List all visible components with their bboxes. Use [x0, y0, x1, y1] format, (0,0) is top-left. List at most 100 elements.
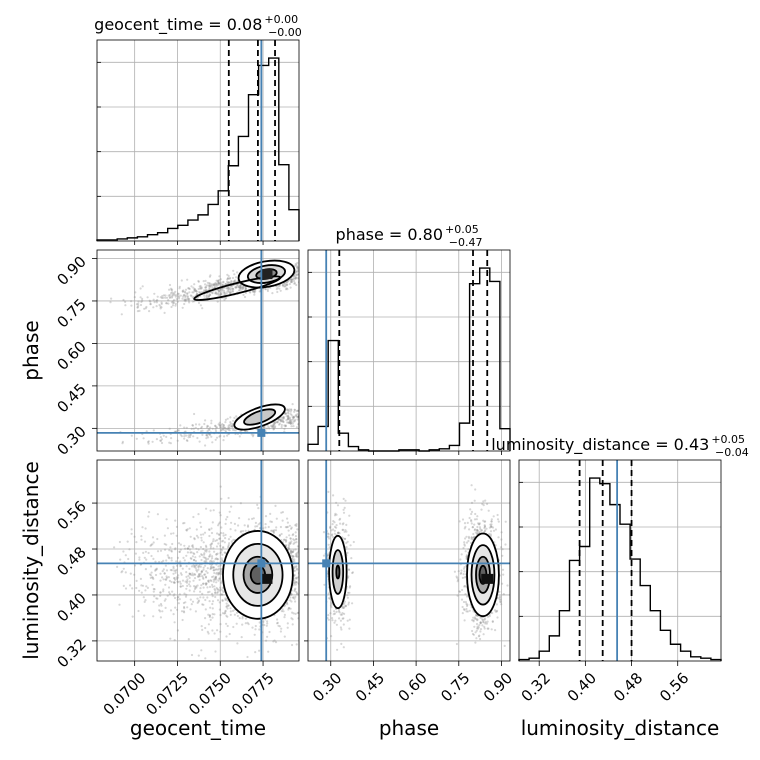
sample-point	[223, 427, 226, 430]
sample-point	[201, 603, 204, 606]
sample-point	[226, 290, 229, 293]
sample-point	[206, 434, 209, 437]
sample-point	[159, 439, 162, 442]
sample-point	[217, 565, 220, 568]
sample-point	[225, 622, 228, 625]
sample-point	[296, 413, 299, 416]
sample-point	[292, 596, 295, 599]
sample-point	[344, 499, 347, 502]
sample-point	[296, 593, 299, 596]
sample-point	[286, 408, 289, 411]
sample-point	[191, 424, 194, 427]
sample-point	[218, 424, 221, 427]
sample-point	[189, 548, 192, 551]
sample-point	[296, 270, 299, 273]
sample-point	[130, 434, 133, 437]
sample-point	[185, 426, 188, 429]
sample-point	[230, 424, 234, 427]
sample-point	[212, 578, 215, 581]
sample-point	[196, 601, 199, 605]
sample-point	[460, 569, 463, 572]
sample-point	[484, 520, 487, 523]
sample-point	[286, 521, 289, 524]
sample-point	[244, 287, 247, 290]
sample-point	[282, 420, 285, 423]
sample-point	[218, 537, 221, 540]
sample-point	[201, 433, 204, 436]
sample-point	[216, 293, 219, 296]
sample-point	[292, 416, 295, 419]
sample-point	[226, 277, 230, 280]
sample-point	[167, 556, 170, 559]
sample-point	[294, 414, 297, 417]
sample-point	[266, 288, 269, 291]
sample-point	[293, 277, 296, 280]
sample-point	[290, 551, 293, 554]
sample-point	[155, 567, 158, 570]
sample-point	[177, 294, 180, 297]
sample-point	[342, 606, 345, 610]
sample-point	[285, 536, 288, 539]
sample-point	[272, 531, 275, 534]
sample-point	[199, 596, 202, 599]
sample-point	[294, 600, 297, 603]
sample-point	[209, 567, 212, 571]
sample-point	[291, 278, 294, 281]
sample-point	[466, 521, 469, 525]
sample-point	[122, 567, 125, 570]
sample-point	[209, 618, 212, 622]
sample-point	[333, 529, 336, 532]
sample-point	[181, 618, 184, 622]
sample-point	[213, 632, 216, 635]
sample-point	[345, 530, 348, 533]
sample-point	[273, 423, 276, 426]
sample-point	[187, 299, 190, 302]
sample-point	[162, 294, 166, 297]
sample-point	[136, 310, 139, 313]
sample-point	[195, 534, 199, 537]
sample-point	[193, 577, 197, 580]
sample-point	[287, 421, 290, 425]
sample-point	[206, 591, 210, 594]
sample-point	[218, 289, 221, 293]
sample-point	[167, 586, 171, 589]
sample-point	[189, 598, 192, 601]
sample-point	[220, 526, 223, 529]
sample-point	[175, 576, 178, 579]
sample-point	[292, 538, 295, 541]
sample-point	[456, 594, 459, 597]
sample-point	[345, 541, 348, 545]
sample-point	[294, 524, 297, 527]
sample-point	[463, 543, 466, 546]
sample-point	[221, 426, 224, 429]
sample-point	[192, 427, 195, 430]
sample-point	[133, 296, 136, 299]
sample-point	[264, 526, 267, 529]
sample-point	[195, 586, 198, 589]
sample-point	[156, 550, 160, 553]
sample-point	[479, 622, 482, 625]
sample-point	[210, 435, 213, 438]
sample-point	[290, 418, 293, 422]
sample-point	[239, 286, 242, 290]
sample-point	[122, 550, 125, 553]
sample-point	[476, 530, 479, 533]
sample-point	[185, 587, 188, 590]
sample-point	[209, 433, 212, 436]
histogram-step	[518, 477, 722, 661]
sample-point	[170, 305, 173, 309]
sample-point	[187, 287, 191, 290]
sample-point	[183, 426, 186, 429]
sample-point	[207, 579, 210, 582]
sample-point	[271, 424, 274, 427]
sample-point	[180, 610, 184, 613]
sample-point	[288, 524, 291, 527]
sample-point	[279, 525, 282, 529]
sample-point	[209, 284, 212, 287]
sample-point	[155, 299, 158, 302]
sample-point	[153, 301, 156, 304]
sample-point	[170, 437, 173, 440]
sample-point	[192, 559, 196, 562]
sample-point	[151, 576, 154, 579]
sample-point	[296, 409, 299, 412]
